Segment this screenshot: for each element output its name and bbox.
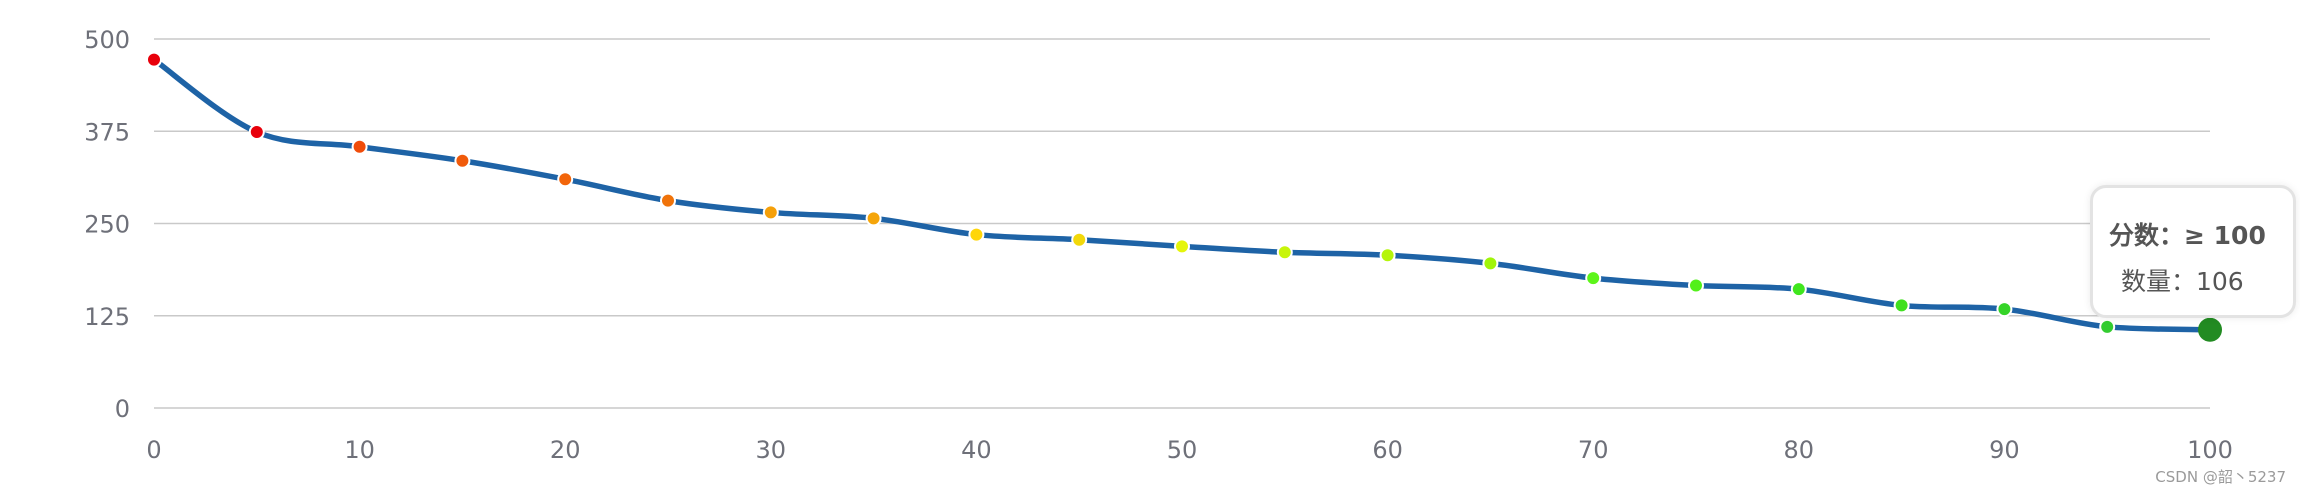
data-point bbox=[1071, 231, 1088, 248]
x-tick-label: 20 bbox=[550, 436, 581, 464]
x-tick-label: 0 bbox=[146, 436, 161, 464]
y-tick-label: 0 bbox=[115, 395, 130, 423]
watermark: CSDN @韶丶5237 bbox=[2155, 468, 2286, 486]
data-point bbox=[248, 123, 265, 140]
highlighted-data-point bbox=[2198, 317, 2222, 342]
points-layer bbox=[146, 51, 2222, 342]
data-point bbox=[1482, 255, 1499, 272]
x-tick-label: 50 bbox=[1167, 436, 1198, 464]
series-line bbox=[151, 56, 2213, 333]
data-point bbox=[865, 210, 882, 227]
data-point bbox=[968, 226, 985, 243]
data-point bbox=[1585, 270, 1602, 287]
data-point bbox=[1996, 301, 2013, 318]
x-tick-label: 80 bbox=[1784, 436, 1815, 464]
data-point bbox=[1688, 277, 1704, 294]
x-tick-label: 100 bbox=[2187, 436, 2233, 464]
x-tick-label: 30 bbox=[756, 436, 787, 464]
data-point bbox=[454, 152, 471, 169]
data-point bbox=[660, 192, 676, 209]
data-point bbox=[351, 138, 368, 155]
data-point bbox=[1174, 238, 1190, 255]
y-tick-label: 125 bbox=[84, 303, 130, 331]
data-point bbox=[2099, 318, 2116, 335]
x-tick-label: 40 bbox=[961, 436, 992, 464]
x-tick-label: 70 bbox=[1578, 436, 1609, 464]
grid-layer bbox=[154, 38, 2210, 409]
tooltip-count: 数量：106 bbox=[2121, 267, 2244, 296]
axis-layer: 0 125 250 375 500 0 10 20 30 40 50 60 70 80 90 100 bbox=[84, 26, 2233, 464]
data-point bbox=[762, 204, 779, 221]
data-point bbox=[1893, 297, 1910, 314]
x-tick-label: 90 bbox=[1989, 436, 2020, 464]
data-point bbox=[1790, 281, 1807, 298]
y-tick-label: 500 bbox=[84, 26, 130, 54]
data-point bbox=[1379, 247, 1396, 264]
y-tick-label: 250 bbox=[84, 211, 130, 239]
data-point bbox=[1276, 244, 1293, 261]
x-tick-label: 60 bbox=[1372, 436, 1403, 464]
x-tick-label: 10 bbox=[344, 436, 375, 464]
tooltip-score: 分数：≥ 100 bbox=[2109, 221, 2266, 250]
data-point bbox=[557, 171, 574, 188]
tooltip: 分数：≥ 100 数量：106 bbox=[2090, 185, 2296, 318]
data-point bbox=[146, 51, 162, 68]
y-tick-label: 375 bbox=[84, 118, 130, 146]
